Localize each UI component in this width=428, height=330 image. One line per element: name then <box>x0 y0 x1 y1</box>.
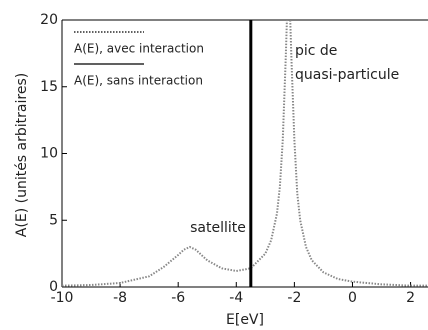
x-tick-label: -2 <box>287 290 301 306</box>
y-tick-label: 0 <box>49 279 58 295</box>
annotation: quasi-particule <box>295 67 399 83</box>
y-tick-label: 20 <box>40 12 58 28</box>
x-tick-label: -4 <box>229 290 243 306</box>
x-tick-label: -6 <box>171 290 185 306</box>
legend-label: A(E), avec interaction <box>74 42 204 56</box>
y-tick-label: 15 <box>40 79 58 95</box>
x-tick-label: -8 <box>113 290 127 306</box>
series-line <box>62 20 428 287</box>
x-axis-label: E[eV] <box>226 312 264 328</box>
x-tick-label: 2 <box>406 290 415 306</box>
x-tick-label: -10 <box>51 290 74 306</box>
y-tick-label: 5 <box>49 212 58 228</box>
plot <box>62 20 428 287</box>
y-axis-label: A(E) (unités arbitraires) <box>14 73 30 237</box>
x-tick-label: 0 <box>348 290 357 306</box>
y-tick-label: 10 <box>40 146 58 162</box>
legend-label: A(E), sans interaction <box>74 74 203 88</box>
annotation: pic de <box>295 43 337 59</box>
annotation: satellite <box>190 220 246 236</box>
